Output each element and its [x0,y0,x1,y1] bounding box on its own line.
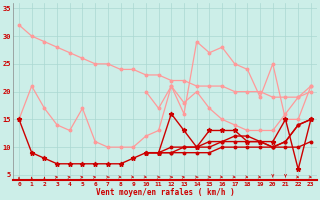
X-axis label: Vent moyen/en rafales ( km/h ): Vent moyen/en rafales ( km/h ) [96,188,234,197]
